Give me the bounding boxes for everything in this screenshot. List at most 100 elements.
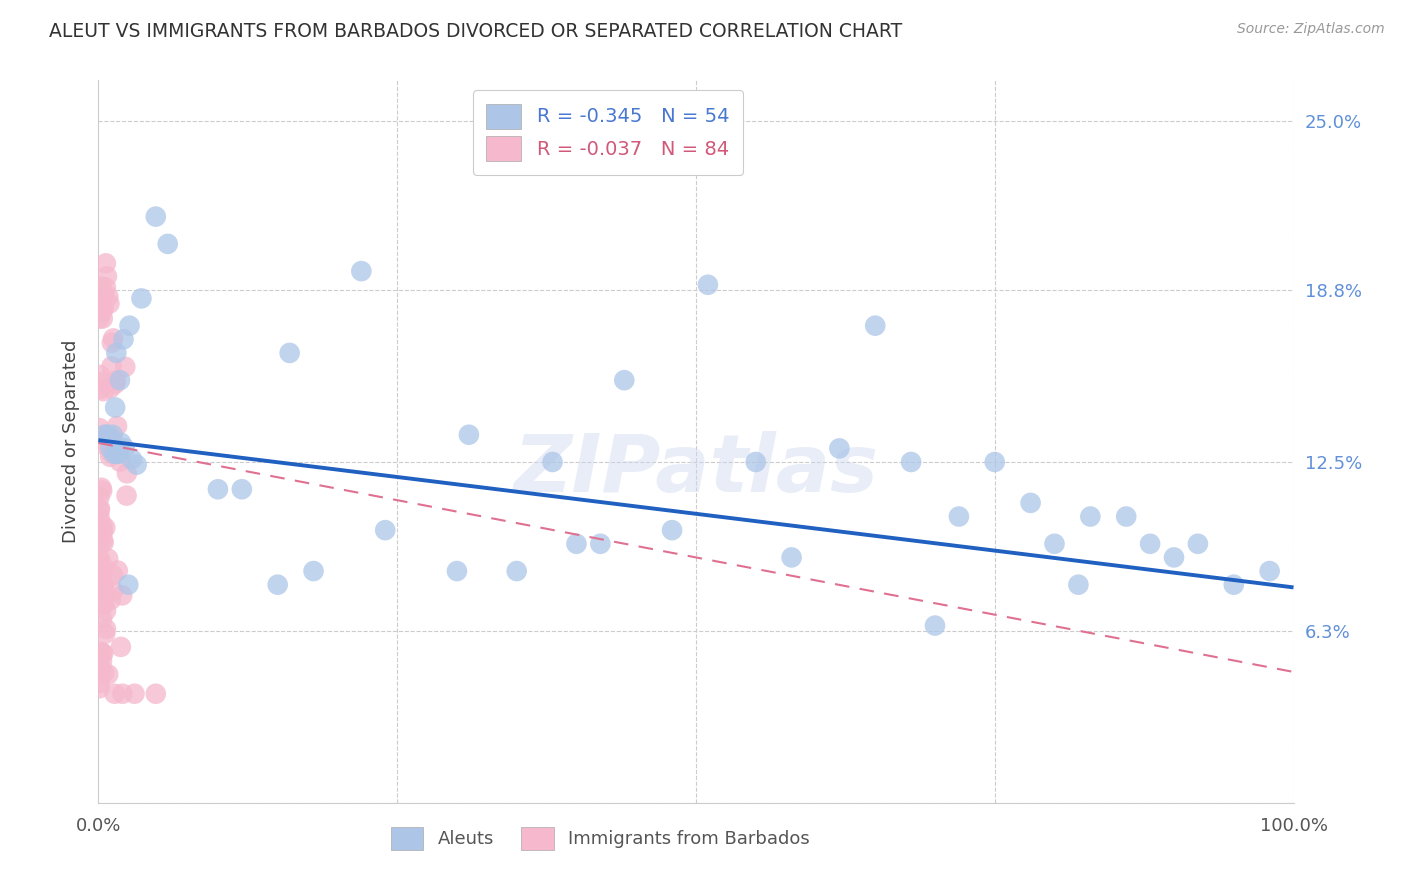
Point bbox=[93, 561, 115, 575]
Point bbox=[94, 256, 117, 270]
Point bbox=[89, 503, 111, 517]
Point bbox=[112, 332, 135, 346]
Y-axis label: Divorced or Separated: Divorced or Separated bbox=[62, 340, 80, 543]
Point bbox=[104, 373, 127, 387]
Point bbox=[89, 681, 111, 696]
Point bbox=[1187, 537, 1209, 551]
Point bbox=[98, 381, 121, 395]
Point bbox=[97, 427, 120, 442]
Point bbox=[94, 627, 117, 641]
Point bbox=[110, 640, 132, 654]
Point bbox=[90, 375, 112, 389]
Point bbox=[1115, 509, 1137, 524]
Point bbox=[90, 597, 112, 611]
Point bbox=[103, 583, 125, 598]
Point bbox=[98, 296, 121, 310]
Point bbox=[948, 509, 970, 524]
Point bbox=[93, 289, 115, 303]
Point bbox=[90, 305, 112, 319]
Point bbox=[374, 523, 396, 537]
Point bbox=[91, 483, 114, 498]
Point bbox=[98, 442, 122, 456]
Point bbox=[90, 293, 112, 307]
Point bbox=[91, 311, 114, 326]
Point bbox=[93, 434, 115, 448]
Point bbox=[91, 437, 114, 451]
Point bbox=[115, 489, 138, 503]
Point bbox=[97, 551, 120, 566]
Point bbox=[89, 568, 111, 582]
Point bbox=[446, 564, 468, 578]
Point bbox=[278, 346, 301, 360]
Point bbox=[91, 566, 114, 581]
Point bbox=[104, 401, 127, 415]
Point bbox=[100, 445, 122, 459]
Point bbox=[101, 427, 124, 442]
Point bbox=[108, 373, 131, 387]
Point bbox=[145, 687, 167, 701]
Point bbox=[1019, 496, 1042, 510]
Point bbox=[111, 687, 134, 701]
Point bbox=[828, 442, 851, 456]
Point bbox=[89, 501, 111, 516]
Point bbox=[589, 537, 612, 551]
Point bbox=[110, 436, 132, 450]
Point bbox=[697, 277, 720, 292]
Point bbox=[117, 577, 139, 591]
Point bbox=[124, 687, 146, 701]
Point bbox=[104, 376, 127, 391]
Point bbox=[104, 687, 127, 701]
Point bbox=[101, 335, 124, 350]
Legend: Aleuts, Immigrants from Barbados: Aleuts, Immigrants from Barbados bbox=[382, 818, 818, 859]
Point bbox=[114, 359, 136, 374]
Point bbox=[900, 455, 922, 469]
Point bbox=[111, 588, 134, 602]
Point bbox=[90, 481, 112, 495]
Point bbox=[94, 427, 117, 442]
Point bbox=[93, 665, 115, 680]
Point bbox=[91, 655, 114, 669]
Point bbox=[1223, 577, 1246, 591]
Point bbox=[89, 382, 111, 396]
Point bbox=[89, 665, 111, 679]
Point bbox=[89, 533, 111, 547]
Point bbox=[89, 511, 111, 525]
Point bbox=[94, 622, 117, 636]
Point bbox=[131, 292, 153, 306]
Point bbox=[302, 564, 325, 578]
Point bbox=[93, 427, 115, 442]
Point bbox=[93, 577, 115, 591]
Point bbox=[108, 455, 131, 469]
Point bbox=[89, 311, 111, 326]
Point bbox=[1139, 537, 1161, 551]
Point bbox=[107, 447, 129, 461]
Point bbox=[91, 518, 114, 533]
Point bbox=[98, 450, 121, 464]
Point bbox=[100, 430, 122, 444]
Point bbox=[97, 289, 120, 303]
Point bbox=[90, 581, 112, 595]
Point bbox=[107, 564, 129, 578]
Point bbox=[105, 419, 128, 434]
Point bbox=[89, 421, 111, 435]
Point bbox=[91, 533, 114, 548]
Point bbox=[115, 467, 138, 481]
Point bbox=[91, 646, 114, 660]
Point bbox=[118, 318, 141, 333]
Point bbox=[89, 676, 111, 690]
Point bbox=[90, 556, 112, 570]
Point bbox=[100, 592, 122, 607]
Point bbox=[89, 659, 111, 673]
Point bbox=[156, 236, 179, 251]
Point bbox=[90, 299, 112, 313]
Point bbox=[1163, 550, 1185, 565]
Point bbox=[145, 210, 167, 224]
Point bbox=[97, 667, 120, 681]
Point bbox=[121, 452, 143, 467]
Point bbox=[100, 359, 122, 374]
Point bbox=[1067, 577, 1090, 591]
Point bbox=[93, 582, 115, 597]
Point bbox=[101, 568, 124, 582]
Point bbox=[506, 564, 529, 578]
Point bbox=[107, 447, 129, 461]
